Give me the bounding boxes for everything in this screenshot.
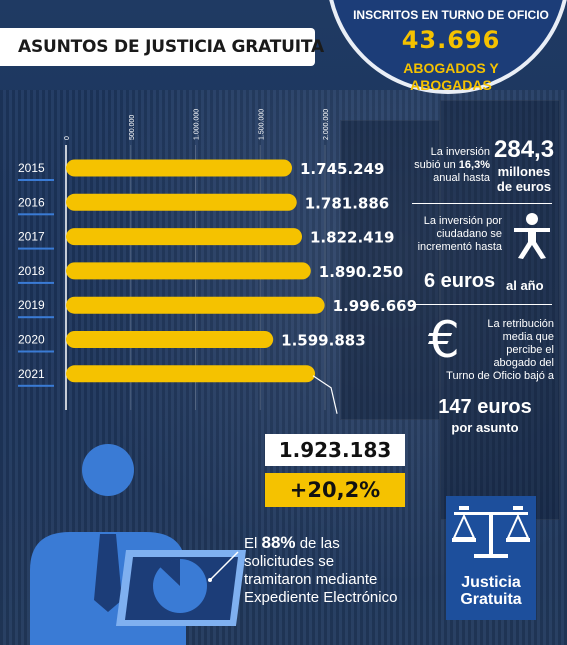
tick-label: 0 <box>64 136 71 140</box>
retribution-value: 147 euros <box>438 396 532 418</box>
data-label: 1.781.886 <box>305 194 389 212</box>
logo-text-line1: Justicia <box>461 574 521 591</box>
bar <box>66 159 293 177</box>
retribution-unit: por asunto <box>451 420 519 435</box>
citizen-unit: al año <box>506 278 544 293</box>
data-label: 1.890.250 <box>319 263 403 281</box>
retribution-note-line4: abogado del <box>493 357 554 369</box>
category-underline <box>18 281 54 284</box>
electronic-line1-prefix: El <box>244 535 258 552</box>
category-label: 2020 <box>18 333 45 347</box>
header-circle-sub1: ABOGADOS Y <box>403 60 499 76</box>
bar <box>66 193 297 211</box>
retribution-note-line5: Turno de Oficio bajó a <box>446 370 554 382</box>
category-label: 2019 <box>18 298 45 312</box>
category-underline <box>18 316 54 319</box>
electronic-pct: 88% <box>261 533 296 552</box>
divider <box>412 304 552 305</box>
bar <box>66 331 274 348</box>
citizen-note-line3: incrementó hasta <box>417 241 502 253</box>
retribution-note-line1: La retribución <box>487 318 554 330</box>
electronic-line4: Expediente Electrónico <box>244 589 398 606</box>
person-tablet-illustration <box>30 444 246 645</box>
electronic-stat: El 88% de las solicitudes se tramitaron … <box>244 534 397 607</box>
data-label: 1.822.419 <box>310 229 394 247</box>
retribution-note: La retribución media que percibe el abog… <box>418 318 554 383</box>
investment-unit-line1: millones <box>497 164 551 179</box>
retribution-note-line2: media que <box>502 331 554 343</box>
bar <box>66 296 325 314</box>
electronic-line2: solicitudes se <box>244 553 335 570</box>
page-title: ASUNTOS DE JUSTICIA GRATUITA <box>18 37 324 57</box>
person-icon <box>514 213 550 259</box>
logo-text: Justicia Gratuita <box>446 574 536 608</box>
investment-note-line3: anual hasta <box>433 172 490 184</box>
header-circle-sub2: ABOGADAS <box>410 77 492 93</box>
investment-note-line1: La inversión <box>430 146 490 158</box>
investment-unit: millones de euros <box>494 164 554 194</box>
background-shelf <box>340 120 440 420</box>
data-label: 1.996.669 <box>333 297 417 315</box>
category-underline <box>18 384 54 387</box>
callout-value: 1.923.183 <box>265 434 405 466</box>
category-underline <box>18 213 54 216</box>
citizen-note: La inversión por ciudadano se incrementó… <box>412 215 502 254</box>
category-label: 2016 <box>18 195 45 209</box>
title-box <box>0 28 315 66</box>
citizen-value: 6 euros <box>424 270 496 292</box>
citizen-note-line2: ciudadano se <box>436 228 502 240</box>
data-label: 1.745.249 <box>300 160 384 178</box>
category-label: 2015 <box>18 161 45 175</box>
tick-label: 2.000.000 <box>323 109 330 140</box>
tick-label: 500.000 <box>129 115 136 140</box>
investment-value: 284,3 <box>494 136 555 163</box>
logo-text-line2: Gratuita <box>460 591 522 608</box>
category-underline <box>18 247 54 250</box>
category-label: 2017 <box>18 230 45 244</box>
electronic-line1: El 88% de las <box>244 534 397 553</box>
callout-change: +20,2% <box>265 473 405 507</box>
bar <box>66 228 303 246</box>
investment-note-prefix: subió un <box>414 159 456 171</box>
category-underline <box>18 350 54 353</box>
retribution-note-line3: percibe el <box>506 344 554 356</box>
electronic-line3: tramitaron mediante <box>244 571 378 588</box>
citizen-note-line1: La inversión por <box>423 215 502 227</box>
investment-pct: 16,3% <box>458 159 490 171</box>
category-label: 2021 <box>18 367 45 381</box>
tick-label: 1.500.000 <box>258 109 265 140</box>
header-circle-number: 43.696 <box>401 26 501 54</box>
tick-label: 1.000.000 <box>194 109 201 140</box>
electronic-line1-suffix: de las <box>299 535 340 552</box>
bar <box>66 365 316 383</box>
investment-unit-line2: de euros <box>496 179 552 194</box>
divider <box>412 203 552 204</box>
category-underline <box>18 179 54 181</box>
investment-note-line2: subió un 16,3% <box>402 159 490 172</box>
callout-leader <box>312 375 338 414</box>
investment-note: La inversión subió un 16,3% anual hasta <box>402 146 490 185</box>
data-label: 1.599.883 <box>281 332 365 350</box>
category-label: 2018 <box>18 264 45 278</box>
euro-icon: € <box>428 311 460 369</box>
scales-icon <box>452 506 530 558</box>
bar <box>66 262 311 280</box>
header-circle-label: INSCRITOS EN TURNO DE OFICIO <box>353 8 549 22</box>
